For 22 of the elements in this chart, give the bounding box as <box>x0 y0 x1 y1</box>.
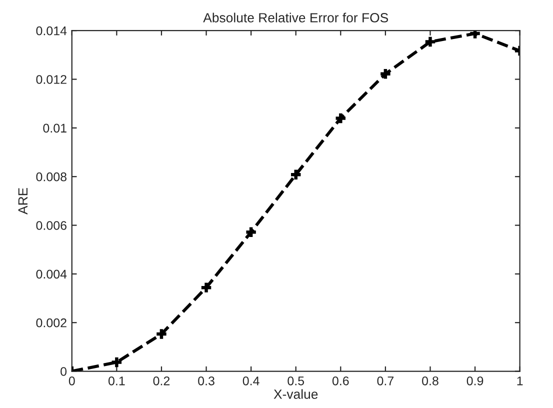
x-tick-label: 0.9 <box>466 376 484 386</box>
x-tick-label: 0.4 <box>242 376 260 386</box>
y-tick-label: 0.01 <box>43 124 66 133</box>
y-tick-label: 0 <box>60 367 67 376</box>
y-tick-label: 0.002 <box>36 318 66 328</box>
y-axis-title: ARE <box>18 188 28 214</box>
y-tick-label: 0.012 <box>36 75 66 84</box>
y-tick-label: 0.006 <box>36 221 66 230</box>
y-tick-label: 0.014 <box>36 26 67 36</box>
x-axis-title: X-value <box>274 389 318 399</box>
y-tick-label: 0.008 <box>36 172 66 182</box>
x-tick-label: 0.2 <box>153 376 170 386</box>
x-tick-label: 0.8 <box>422 376 438 386</box>
x-tick-label: 0.3 <box>198 376 214 386</box>
x-tick-label: 0 <box>68 376 75 386</box>
y-tick-label: 0.004 <box>36 270 67 279</box>
x-tick-label: 0.1 <box>108 376 125 386</box>
chart-title: Absolute Relative Error for FOS <box>203 12 388 22</box>
x-tick-label: 0.7 <box>377 376 394 386</box>
x-tick-label: 0.5 <box>288 376 304 386</box>
x-tick-label: 1 <box>517 376 523 386</box>
x-tick-label: 0.6 <box>332 376 349 386</box>
